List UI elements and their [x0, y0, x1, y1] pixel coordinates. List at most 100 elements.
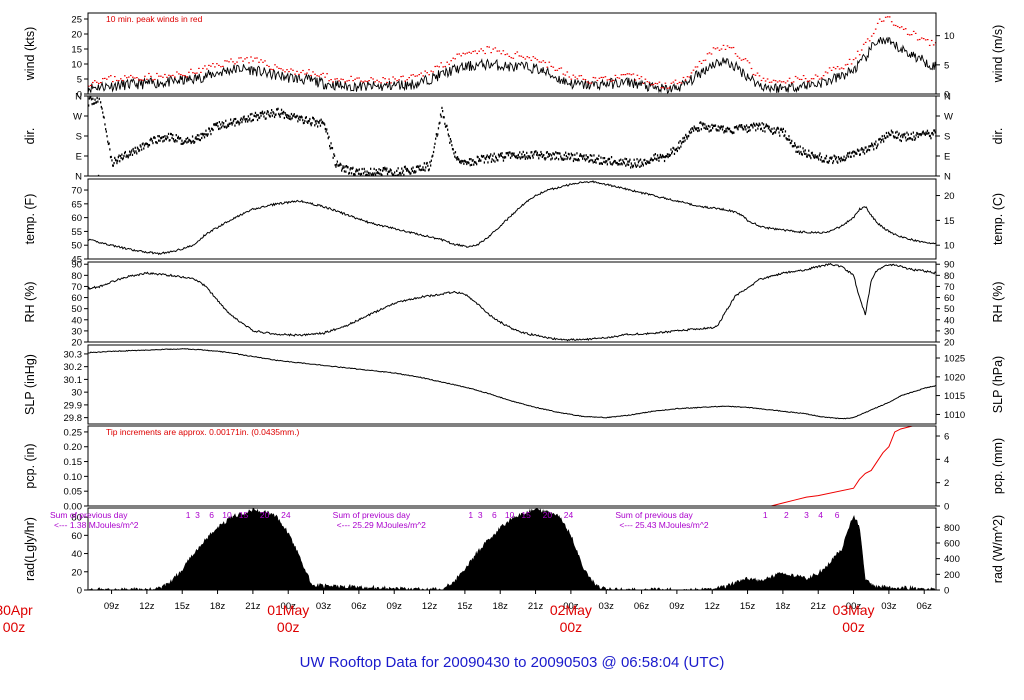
dir-point	[105, 130, 107, 133]
dir-point	[392, 173, 394, 176]
dir-point	[411, 169, 413, 172]
dir-point	[317, 121, 319, 124]
dir-point	[521, 156, 524, 159]
dir-point	[573, 157, 575, 161]
dir-point	[307, 120, 310, 123]
wind-peak-dot	[540, 61, 543, 63]
dir-point	[254, 114, 256, 118]
wind-peak-dot	[510, 57, 513, 59]
dir-point	[363, 167, 365, 170]
wind-peak-dot	[456, 53, 458, 55]
dir-point	[247, 115, 249, 118]
dir-point	[398, 173, 400, 176]
dir-point	[859, 153, 861, 156]
dir-point	[456, 156, 459, 159]
dir-point	[714, 124, 717, 127]
temp-ytick-right-label: 10	[944, 241, 955, 252]
dir-point	[688, 130, 690, 133]
dir-point	[92, 102, 95, 105]
dir-point	[621, 163, 623, 166]
dir-point	[521, 153, 523, 156]
dir-point	[704, 127, 707, 130]
rad-frame	[87, 507, 937, 591]
dir-point	[218, 127, 220, 131]
wind-peak-dot	[148, 72, 150, 75]
wind-peak-dot	[516, 51, 519, 53]
wind-peak-dot	[506, 53, 509, 55]
dir-point	[635, 164, 637, 167]
dir-point	[817, 156, 819, 159]
dir-point	[663, 155, 665, 159]
wind-peak-dot	[472, 50, 474, 53]
dir-point	[273, 115, 276, 119]
wind-peak-dot	[284, 71, 286, 73]
dir-point	[303, 121, 305, 124]
dir-point	[848, 152, 850, 155]
dir-point	[784, 130, 787, 133]
dir-point	[243, 115, 245, 118]
wind-peak-dot	[444, 65, 446, 68]
dir-point	[348, 172, 350, 175]
dir-point	[878, 138, 880, 141]
dir-point	[400, 173, 402, 176]
dir-point	[174, 139, 177, 142]
wind-peak-dot	[748, 62, 751, 64]
wind-peak-dot	[492, 48, 494, 50]
dir-point	[270, 112, 272, 115]
dir-point	[140, 145, 142, 148]
dir-point	[438, 122, 440, 125]
wind-peak-dot	[776, 81, 779, 83]
wind-ytick-label: 15	[71, 45, 82, 56]
dir-point	[487, 161, 489, 164]
wind-peak-dot	[832, 66, 835, 68]
dir-point	[872, 145, 874, 148]
dir-point	[95, 101, 97, 104]
wind-peak-dot	[724, 48, 727, 50]
dir-point	[803, 150, 805, 153]
wind-peak-dot	[242, 60, 244, 62]
dir-point	[672, 146, 674, 149]
dir-point	[251, 119, 254, 122]
dir-point	[90, 98, 93, 101]
dir-point	[871, 142, 873, 145]
wind-peak-dot	[410, 74, 412, 76]
dir-point	[460, 161, 462, 165]
dir-point	[182, 142, 184, 145]
wind-peak-dot	[852, 59, 855, 61]
dir-point	[807, 153, 809, 156]
dir-point	[448, 135, 450, 138]
wind-peak-dot	[88, 85, 90, 87]
dir-point	[891, 131, 893, 134]
dir-point	[497, 159, 499, 162]
wind-peak-dot	[426, 72, 428, 74]
wind-peak-dot	[130, 74, 132, 77]
dir-point	[816, 155, 818, 158]
dir-point	[679, 140, 681, 143]
dir-point	[142, 142, 144, 145]
dir-point	[812, 154, 814, 157]
dir-point	[663, 159, 666, 163]
dir-point	[316, 119, 318, 122]
dir-point	[154, 136, 156, 140]
wind-peak-dot	[768, 81, 771, 83]
dir-point	[902, 136, 904, 139]
wind-peak-dot	[372, 78, 374, 80]
dir-point	[924, 132, 926, 135]
wind-ytick-label: 20	[71, 30, 82, 41]
dir-point	[143, 144, 146, 147]
dir-point	[827, 161, 829, 164]
dir-point	[753, 123, 755, 126]
wind-peak-dot	[144, 75, 146, 77]
rad-hour-tick-label: 10	[505, 510, 515, 520]
wind-peak-dot	[916, 39, 919, 41]
wind-peak-dot	[522, 56, 525, 58]
dir-point	[796, 146, 798, 149]
dir-point	[401, 171, 404, 174]
dir-point	[190, 141, 192, 145]
x-tick-label: 21z	[528, 601, 544, 612]
wind-peak-dot	[254, 57, 256, 59]
dir-point	[929, 134, 931, 137]
dir-point	[355, 170, 357, 173]
dir-point	[824, 157, 826, 160]
dir-point	[586, 158, 588, 161]
